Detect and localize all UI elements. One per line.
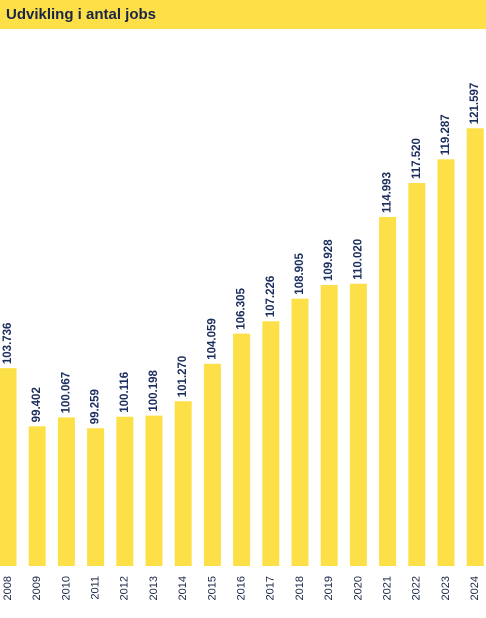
x-tick-label: 2019 [323, 576, 335, 600]
x-tick-label: 2023 [440, 576, 452, 600]
bar [0, 368, 17, 566]
x-tick-label: 2021 [382, 576, 394, 600]
x-tick-label: 2014 [177, 576, 189, 600]
value-label: 108.905 [294, 253, 306, 295]
x-tick-label: 2008 [2, 576, 14, 600]
value-label: 106.305 [236, 287, 248, 329]
x-tick-label: 2020 [352, 576, 364, 600]
bar [116, 416, 134, 566]
value-label: 114.993 [382, 172, 394, 213]
value-label: 119.287 [440, 114, 452, 155]
bar [320, 284, 338, 566]
x-tick-label: 2010 [60, 576, 72, 600]
x-tick-label: 2018 [294, 576, 306, 600]
bar [379, 216, 397, 566]
value-label: 117.520 [411, 138, 423, 179]
x-tick-label: 2022 [411, 576, 423, 600]
x-tick-label: 2013 [148, 576, 160, 600]
x-tick-label: 2016 [236, 576, 248, 600]
value-label: 109.928 [323, 239, 335, 281]
chart-title: Udvikling i antal jobs [6, 6, 156, 23]
value-label: 101.270 [177, 356, 189, 398]
bar [233, 333, 251, 566]
x-tick-label: 2024 [469, 576, 481, 600]
bar [349, 283, 367, 566]
bar [28, 426, 46, 566]
x-tick-label: 2017 [265, 576, 277, 600]
value-label: 107.226 [265, 276, 277, 318]
bar [466, 128, 484, 566]
bar [291, 298, 309, 566]
value-label: 104.059 [206, 318, 218, 360]
value-label: 100.116 [119, 372, 131, 413]
value-label: 121.597 [469, 83, 481, 125]
bar [262, 321, 280, 566]
value-label: 103.736 [2, 323, 14, 365]
bar [174, 401, 192, 566]
value-label: 100.067 [60, 372, 72, 414]
value-label: 99.402 [31, 387, 43, 422]
bar [87, 428, 105, 566]
bar [437, 159, 455, 566]
value-label: 99.259 [90, 389, 102, 424]
x-tick-label: 2015 [206, 576, 218, 600]
bar [145, 415, 163, 566]
bar [203, 363, 221, 566]
bar [408, 183, 426, 566]
x-tick-label: 2011 [90, 576, 102, 600]
x-tick-label: 2012 [119, 576, 131, 600]
value-label: 100.198 [148, 369, 160, 411]
title-banner [0, 0, 486, 29]
value-label: 110.020 [352, 239, 364, 280]
x-tick-label: 2009 [31, 576, 43, 600]
bar [57, 417, 75, 566]
